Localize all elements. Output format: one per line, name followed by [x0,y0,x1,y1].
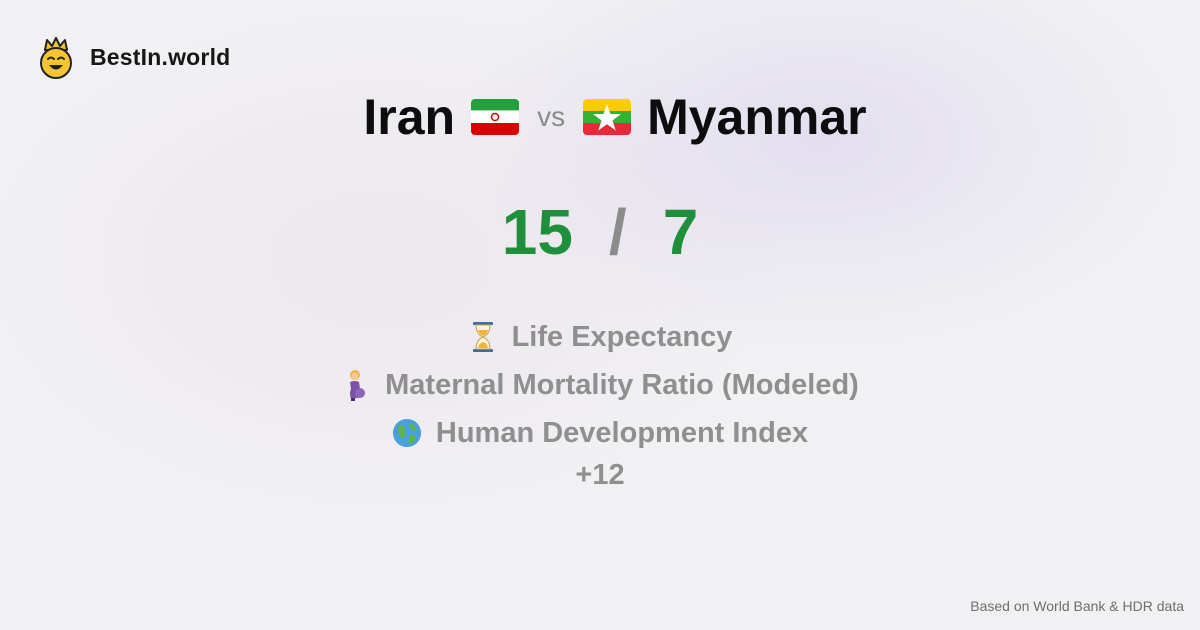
iran-flag-icon [471,99,520,135]
left-score: 15 [501,196,573,268]
myanmar-flag-icon [583,99,632,135]
right-score: 7 [662,196,699,268]
metrics-list: Life Expectancy Maternal Mortality Ratio… [0,313,1200,492]
metric-label: Maternal Mortality Ratio (Modeled) [385,368,859,401]
crown-smiley-icon [40,37,72,79]
brand[interactable]: BestIn.world [38,35,230,79]
globe-icon [392,418,421,448]
brand-name: BestIn.world [90,43,231,70]
metric-label: Life Expectancy [511,320,733,353]
score-separator: / [608,196,627,268]
data-source-note: Based on World Bank & HDR data [970,598,1184,614]
metric-item[interactable]: Maternal Mortality Ratio (Modeled) [341,361,859,409]
more-metrics-count[interactable]: +12 [575,459,625,491]
metric-item[interactable]: Life Expectancy [468,313,733,361]
vs-label: vs [537,101,566,132]
metric-item[interactable]: Human Development Index [392,409,808,457]
pregnant-woman-icon [350,370,366,401]
metric-label: Human Development Index [435,416,809,449]
comparison-title: Iran vs Myanmar [0,88,1200,146]
right-country-name[interactable]: Myanmar [647,89,867,145]
hourglass-icon [472,322,493,352]
score: 15 / 7 [0,195,1200,269]
left-country-name[interactable]: Iran [363,89,456,145]
